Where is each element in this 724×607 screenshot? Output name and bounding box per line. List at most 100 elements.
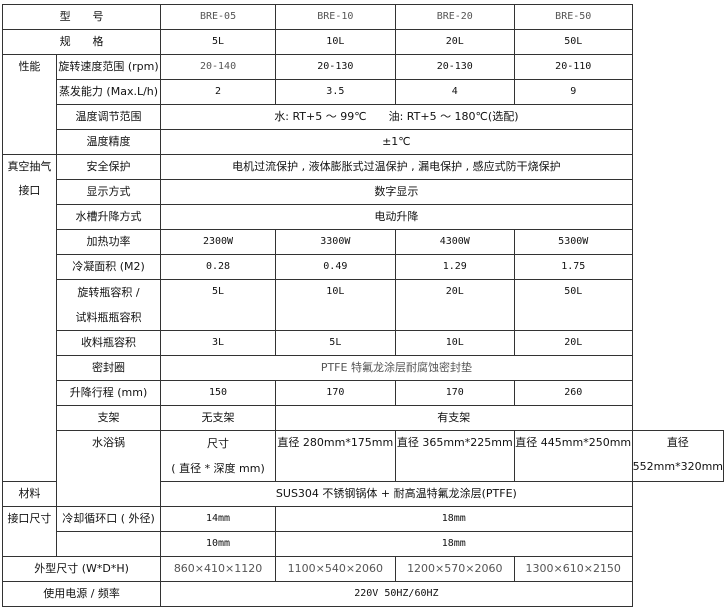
- table-row-port2: 10mm 18mm: [3, 531, 724, 557]
- table-row-temp-range: 温度调节范围 水: RT+5 ～ 99℃ 油: RT+5 ～ 180℃(选配): [3, 104, 724, 130]
- cell: 20L: [394, 279, 515, 331]
- table-row-stroke: 升降行程 (mm) 150 170 170 260: [3, 380, 724, 406]
- row-label: 材料: [2, 481, 57, 507]
- table-row-seal: 密封圈 PTFE 特氟龙涂层耐腐蚀密封垫: [3, 355, 724, 381]
- cell: 20-130: [394, 54, 515, 80]
- spec-cell: 20L: [394, 29, 515, 55]
- cell: 18mm: [274, 531, 633, 557]
- cell: 5300W: [513, 229, 633, 255]
- row-label: 加热功率: [55, 229, 162, 255]
- model-label: 型 号: [1, 4, 162, 30]
- cell: 260: [513, 380, 633, 406]
- cell: 1.29: [394, 254, 515, 280]
- cell: 10L: [274, 279, 396, 331]
- table-row-cond: 冷凝面积 (M2) 0.28 0.49 1.29 1.75: [3, 254, 724, 280]
- row-label: 显示方式: [55, 179, 162, 205]
- table-row-model: 型 号 BRE-05 BRE-10 BRE-20 BRE-50: [1, 4, 724, 30]
- cell: 170: [274, 380, 396, 406]
- row-label: 尺寸 ( 直径 * 深度 mm): [160, 430, 276, 482]
- cell: 1100×540×2060: [274, 556, 396, 582]
- model-cell: BRE-50: [513, 4, 633, 30]
- spec-cell: 10L: [274, 29, 396, 55]
- spec-cell: 50L: [513, 29, 633, 55]
- cell: 860×410×1120: [160, 556, 276, 582]
- table-row-heat: 加热功率 2300W 3300W 4300W 5300W: [3, 229, 724, 255]
- cell: 1.75: [513, 254, 633, 280]
- row-label: 升降行程 (mm): [55, 380, 162, 406]
- row-label: 温度精度: [55, 129, 162, 155]
- row-label: 冷凝面积 (M2): [55, 254, 162, 280]
- cell: 1300×610×2150: [513, 556, 633, 582]
- cell: 50L: [513, 279, 633, 331]
- cell: 数字显示: [160, 179, 633, 205]
- cell: 20-140: [160, 54, 276, 80]
- table-row-display: 显示方式 数字显示: [3, 179, 724, 205]
- cell: 20-130: [274, 54, 396, 80]
- table-row-recv: 收料瓶容积 3L 5L 10L 20L: [3, 330, 724, 356]
- cell: PTFE 特氟龙涂层耐腐蚀密封垫: [160, 355, 633, 381]
- cell: 20-110: [513, 54, 633, 80]
- cell: 有支架: [274, 405, 633, 431]
- row-label: 旋转瓶容积 / 试料瓶瓶容积: [55, 279, 162, 331]
- table-row-safety: 真空抽气 接口 安全保护 电机过流保护 , 液体膨胀式过温保护 , 漏电保护 ,…: [2, 154, 724, 482]
- table-row-stand: 支架 无支架 有支架: [3, 405, 724, 431]
- cell: 170: [394, 380, 515, 406]
- cell: 10mm: [160, 531, 276, 557]
- table-row-dims: 外型尺寸 (W*D*H) 860×410×1120 1100×540×2060 …: [1, 556, 724, 582]
- spec-label: 规 格: [1, 29, 162, 55]
- cell: 4: [394, 79, 515, 105]
- table-row-temp-acc: 温度精度 ±1℃: [3, 129, 724, 155]
- table-row-material: 材料 SUS304 不锈钢锅体 + 耐高温特氟龙涂层(PTFE): [2, 481, 724, 507]
- row-label-line: 试料瓶瓶容积: [75, 311, 142, 324]
- cell: 5L: [274, 330, 396, 356]
- cell: 电动升降: [160, 204, 633, 230]
- cell: 无支架: [160, 405, 276, 431]
- row-label: 收料瓶容积: [55, 330, 162, 356]
- row-label: 旋转速度范围 (rpm): [55, 54, 162, 80]
- cell: 3L: [160, 330, 276, 356]
- cell: 水: RT+5 ～ 99℃ 油: RT+5 ～ 180℃(选配): [160, 104, 633, 130]
- cell: 5L: [160, 279, 276, 331]
- row-label-line: 旋转瓶容积 /: [77, 286, 140, 299]
- row-label: 密封圈: [55, 355, 162, 381]
- row-label: 冷却循环口 ( 外径): [55, 506, 162, 532]
- table-row-evap: 蒸发能力 (Max.L/h) 2 3.5 4 9: [3, 79, 724, 105]
- cell: 直径 445mm*250mm: [513, 430, 633, 482]
- row-label-line: ( 直径 * 深度 mm): [171, 462, 265, 475]
- row-label: 温度调节范围: [55, 104, 162, 130]
- model-cell: BRE-20: [394, 4, 515, 30]
- cell: ±1℃: [160, 129, 633, 155]
- cell: 4300W: [394, 229, 515, 255]
- cell: 3300W: [274, 229, 396, 255]
- group-performance: 性能: [2, 54, 57, 155]
- cell: 14mm: [160, 506, 276, 532]
- table-row-cool: 接口尺寸 冷却循环口 ( 外径) 14mm 18mm: [2, 506, 724, 557]
- cell: 2300W: [160, 229, 276, 255]
- spec-cell: 5L: [160, 29, 276, 55]
- group-ports: 接口尺寸: [2, 506, 57, 557]
- cell: 0.28: [160, 254, 276, 280]
- group-vacuum: 真空抽气 接口: [2, 154, 57, 482]
- cell: SUS304 不锈钢锅体 + 耐高温特氟龙涂层(PTFE): [160, 481, 633, 507]
- row-label-line: 尺寸: [207, 437, 230, 450]
- row-label: 安全保护: [55, 154, 162, 180]
- cell: 0.49: [274, 254, 396, 280]
- table-row-bath-size: 水浴锅 尺寸 ( 直径 * 深度 mm) 直径 280mm*175mm 直径 36…: [3, 430, 724, 507]
- cell: 18mm: [274, 506, 633, 532]
- model-cell: BRE-05: [160, 4, 276, 30]
- group-bath: 水浴锅: [55, 430, 162, 507]
- table-row-spec: 规 格 5L 10L 20L 50L: [1, 29, 724, 55]
- row-label: 蒸发能力 (Max.L/h): [55, 79, 162, 105]
- row-label: [55, 531, 162, 557]
- cell: 1200×570×2060: [394, 556, 515, 582]
- cell: 3.5: [274, 79, 396, 105]
- table-row-flask: 旋转瓶容积 / 试料瓶瓶容积 5L 10L 20L 50L: [3, 279, 724, 331]
- cell: 直径 365mm*225mm: [394, 430, 515, 482]
- cell: 9: [513, 79, 633, 105]
- cell: 20L: [513, 330, 633, 356]
- cell: 直径 280mm*175mm: [274, 430, 396, 482]
- table-row-speed: 性能 旋转速度范围 (rpm) 20-140 20-130 20-130 20-…: [2, 54, 724, 155]
- cell: 150: [160, 380, 276, 406]
- row-label: 外型尺寸 (W*D*H): [1, 556, 162, 582]
- cell: 2: [160, 79, 276, 105]
